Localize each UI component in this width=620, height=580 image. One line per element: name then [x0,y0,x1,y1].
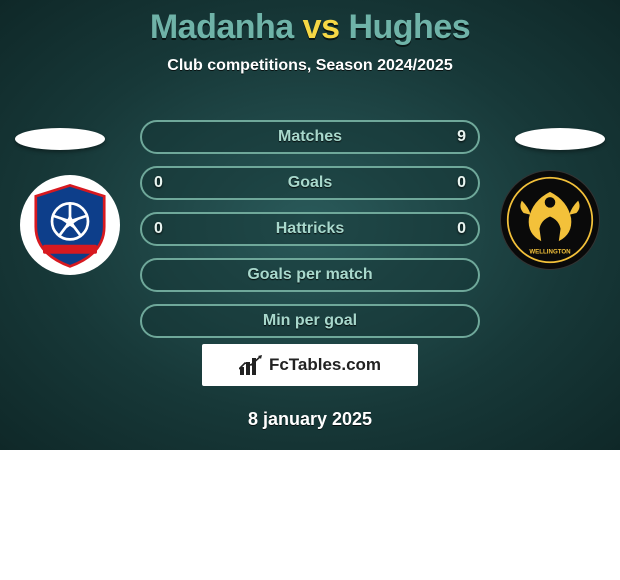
stat-row-goals-per-match: Goals per match [140,258,480,292]
stat-left-value: 0 [154,220,163,238]
wellington-phoenix-badge: WELLINGTON [500,170,600,270]
svg-text:WELLINGTON: WELLINGTON [529,248,571,255]
stat-label: Matches [278,128,342,146]
subtitle: Club competitions, Season 2024/2025 [0,57,620,75]
right-flag-ellipse [515,128,605,150]
date-label: 8 january 2025 [0,409,620,430]
stat-label: Min per goal [263,312,357,330]
brand-text: FcTables.com [269,355,381,375]
stat-label: Goals per match [247,266,372,284]
stat-label: Hattricks [276,220,344,238]
adelaide-united-badge [20,175,120,275]
stat-label: Goals [288,174,332,192]
left-flag-ellipse [15,128,105,150]
vs-label: vs [303,8,340,46]
brand-box[interactable]: FcTables.com [202,344,418,386]
comparison-title: Madanha vs Hughes [0,8,620,47]
stat-right-value: 0 [457,174,466,192]
stats-panel: Matches 9 0 Goals 0 0 Hattricks 0 Goals … [140,120,480,350]
stat-row-hattricks: 0 Hattricks 0 [140,212,480,246]
stat-right-value: 0 [457,220,466,238]
shield-icon [25,180,115,270]
player1-name: Madanha [150,8,294,46]
stat-row-min-per-goal: Min per goal [140,304,480,338]
stat-row-goals: 0 Goals 0 [140,166,480,200]
player2-name: Hughes [348,8,470,46]
stat-row-matches: Matches 9 [140,120,480,154]
stat-right-value: 9 [457,128,466,146]
bars-icon [239,355,263,375]
stat-left-value: 0 [154,174,163,192]
comparison-card: Madanha vs Hughes Club competitions, Sea… [0,0,620,450]
phoenix-icon: WELLINGTON [506,176,594,264]
